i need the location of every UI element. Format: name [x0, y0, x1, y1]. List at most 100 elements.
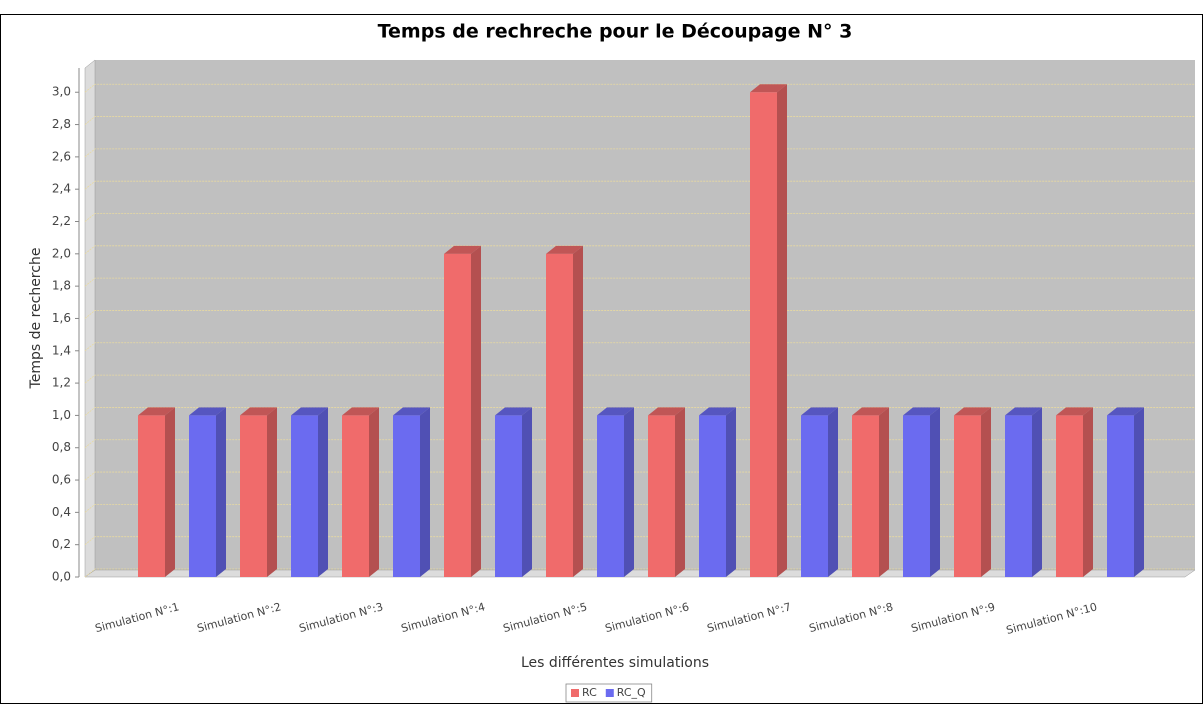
legend-label: RC: [582, 686, 597, 699]
bar-side: [420, 407, 430, 577]
bar-side: [624, 407, 634, 577]
grid-line: [84, 213, 1195, 222]
bar-side: [981, 407, 991, 577]
legend: RC RC_Q: [565, 683, 653, 703]
bar-top: [1056, 407, 1093, 416]
y-tick-label: 2,8: [52, 117, 71, 131]
y-tick-label: 3,0: [52, 85, 71, 99]
bar: [495, 415, 522, 577]
bar-top: [801, 407, 838, 416]
bar-top: [750, 84, 787, 93]
legend-label: RC_Q: [617, 686, 646, 699]
bar-side: [573, 245, 583, 578]
grid-line: [84, 568, 1195, 578]
bar-top: [138, 407, 175, 416]
grid-line: [84, 471, 1195, 481]
bar-side: [267, 407, 277, 577]
grid-line: [84, 536, 1195, 545]
bar-top: [546, 245, 583, 254]
bar: [444, 253, 471, 578]
bar: [240, 415, 267, 577]
y-tick-label: 0,4: [52, 505, 71, 519]
y-axis-title: Temps de recherche: [28, 248, 44, 390]
bar-side: [930, 407, 940, 577]
bar: [1107, 415, 1134, 577]
bar: [801, 415, 828, 577]
bar-top: [1005, 407, 1042, 416]
bar: [903, 415, 930, 577]
bar-side: [216, 407, 226, 577]
bar-top: [444, 245, 481, 254]
y-tick-label: 1,6: [52, 311, 71, 325]
y-tick-label: 1,0: [52, 408, 71, 422]
bar: [546, 253, 573, 578]
bar-side: [879, 407, 889, 577]
y-tick-label: 2,4: [52, 182, 71, 196]
y-tick-label: 0,2: [52, 537, 71, 551]
bar-top: [240, 407, 277, 416]
bar-top: [903, 407, 940, 416]
bar-top: [1107, 407, 1144, 416]
bar-side: [318, 407, 328, 577]
bar-side: [675, 407, 685, 577]
bar: [648, 415, 675, 577]
bar: [342, 415, 369, 577]
grid-line: [84, 116, 1195, 125]
grid-line: [84, 407, 1195, 416]
bar-top: [699, 407, 736, 416]
bar: [291, 415, 318, 577]
bar-top: [495, 407, 532, 416]
grid-line: [84, 83, 1195, 93]
y-tick-label: 2,6: [52, 149, 71, 163]
bar-side: [777, 84, 787, 577]
bar-top: [291, 407, 328, 416]
bar-side: [165, 407, 175, 577]
legend-swatch: [605, 689, 614, 697]
bar: [189, 415, 216, 577]
y-tick-label: 0,0: [52, 570, 71, 584]
y-tick-label: 2,2: [52, 214, 71, 228]
bar-side: [369, 407, 379, 577]
y-tick-label: 0,8: [52, 440, 71, 454]
y-tick-label: 0,6: [52, 473, 71, 487]
grid-line: [84, 148, 1195, 158]
chart-title: Temps de rechreche pour le Découpage N° …: [378, 21, 853, 43]
bar: [699, 415, 726, 577]
bar: [1056, 415, 1083, 577]
bar-side: [726, 407, 736, 577]
bar: [1005, 415, 1032, 577]
side-wall: [84, 59, 96, 578]
bar: [393, 415, 420, 577]
bar-top: [648, 407, 685, 416]
grid-line: [84, 374, 1195, 384]
bar: [750, 92, 777, 577]
grid-line: [84, 503, 1195, 513]
legend-swatch: [571, 689, 579, 697]
bar-top: [852, 407, 889, 416]
bar-top: [954, 407, 991, 416]
grid-line: [84, 310, 1195, 319]
grid-line: [84, 180, 1195, 190]
bar: [852, 415, 879, 577]
bar: [954, 415, 981, 577]
bar-side: [471, 245, 481, 578]
grid-line: [84, 245, 1195, 255]
bar: [597, 415, 624, 577]
bar-side: [522, 407, 532, 577]
bar-side: [828, 407, 838, 577]
y-tick-label: 2,0: [52, 246, 71, 260]
y-tick-label: 1,8: [52, 279, 71, 293]
bar-side: [1032, 407, 1042, 577]
y-tick-label: 1,2: [52, 376, 71, 390]
bar-side: [1134, 407, 1144, 577]
bar-top: [342, 407, 379, 416]
bar-top: [393, 407, 430, 416]
grid-line: [84, 277, 1195, 287]
grid-line: [84, 439, 1195, 449]
bar: [138, 415, 165, 577]
bar-side: [1083, 407, 1093, 577]
x-axis-title: Les différentes simulations: [521, 655, 709, 671]
grid-line: [84, 342, 1195, 352]
y-tick-label: 1,4: [52, 343, 71, 357]
